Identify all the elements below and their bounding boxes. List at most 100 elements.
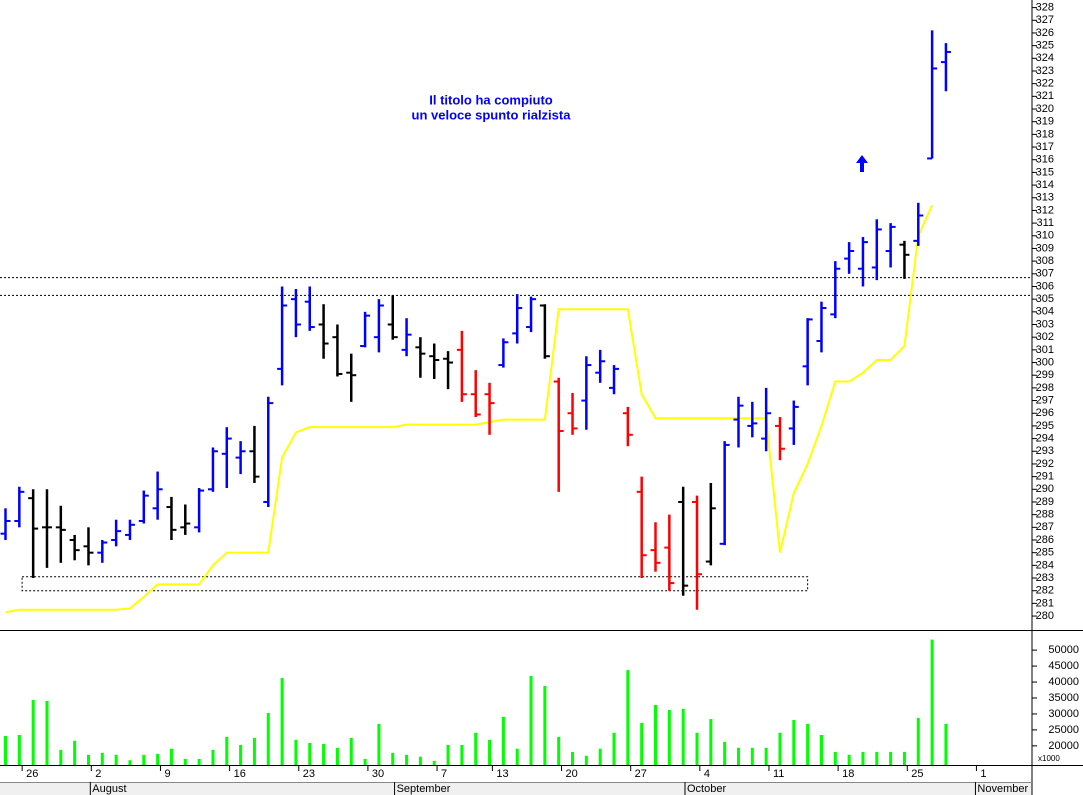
y-tick-label: 280 [1036, 610, 1054, 622]
x-tick-label: 11 [773, 768, 784, 780]
volume-bar [944, 723, 948, 765]
volume-bar [391, 752, 395, 765]
y-tick-label: 324 [1036, 52, 1054, 64]
volume-bar [764, 747, 768, 765]
y-tick-label: 292 [1036, 458, 1054, 470]
volume-bar [723, 741, 727, 765]
volume-bar [45, 700, 49, 765]
y-tick-label: 20000 [1048, 740, 1079, 752]
volume-bar [183, 758, 187, 765]
y-tick-label: 325 [1036, 40, 1054, 52]
stop-line [5, 204, 934, 614]
unit-label: x1000 [1038, 754, 1060, 763]
y-tick-label: 315 [1036, 166, 1054, 178]
y-tick-label: 298 [1036, 382, 1054, 394]
volume-bar [488, 739, 492, 765]
y-tick-label: 299 [1036, 369, 1054, 381]
y-tick-label: 283 [1036, 572, 1054, 584]
y-tick-label: 287 [1036, 521, 1054, 533]
support-box [21, 576, 809, 592]
y-tick-label: 322 [1036, 78, 1054, 90]
volume-bar [349, 737, 353, 765]
volume-bar [474, 732, 478, 765]
x-tick-label: 1 [980, 768, 986, 780]
y-tick-label: 309 [1036, 242, 1054, 254]
volume-bar [916, 717, 920, 765]
y-tick-label: 312 [1036, 204, 1054, 216]
volume-bar [557, 736, 561, 765]
volume-bar [667, 709, 671, 765]
x-tick-label: 26 [26, 768, 38, 780]
volume-bar [736, 747, 740, 765]
y-tick-label: 293 [1036, 445, 1054, 457]
x-tick-label: 20 [566, 768, 578, 780]
volume-bar [446, 744, 450, 765]
volume-bar [266, 712, 270, 765]
y-tick-label: 328 [1036, 2, 1054, 14]
y-tick-label: 297 [1036, 394, 1054, 406]
volume-bar [778, 732, 782, 765]
volume-bar [169, 748, 173, 765]
volume-bar [308, 742, 312, 765]
volume-bar [86, 754, 90, 765]
volume-bar [515, 748, 519, 765]
volume-bar [930, 639, 934, 765]
volume-bar [847, 754, 851, 765]
volume-bar [612, 732, 616, 765]
y-tick-label: 284 [1036, 559, 1054, 571]
x-tick-label: 30 [372, 768, 384, 780]
y-tick-label: 301 [1036, 344, 1054, 356]
y-tick-label: 300 [1036, 356, 1054, 368]
volume-bar [432, 760, 436, 765]
month-label: November [977, 783, 1028, 795]
y-tick-label: 316 [1036, 154, 1054, 166]
y-tick-label: 285 [1036, 547, 1054, 559]
annotation: un veloce spunto rialzista [412, 107, 572, 122]
volume-bar [73, 740, 77, 765]
y-tick-label: 307 [1036, 268, 1054, 280]
volume-bar [861, 751, 865, 765]
volume-bar [529, 675, 533, 765]
volume-bar [294, 739, 298, 765]
volume-bar [128, 760, 132, 765]
y-tick-label: 320 [1036, 103, 1054, 115]
y-tick-label: 310 [1036, 230, 1054, 242]
volume-bar [211, 749, 215, 765]
y-tick-label: 321 [1036, 90, 1054, 102]
volume-bar [17, 735, 21, 765]
y-tick-label: 282 [1036, 585, 1054, 597]
annotation: Il titolo ha compiuto [429, 92, 553, 107]
volume-bar [681, 708, 685, 765]
volume-bar [543, 686, 547, 765]
y-tick-label: 303 [1036, 318, 1054, 330]
month-strip [0, 782, 1032, 795]
volume-bar [239, 744, 243, 765]
volume-bar [280, 678, 284, 765]
y-tick-label: 45000 [1048, 660, 1079, 672]
y-tick-label: 288 [1036, 509, 1054, 521]
y-tick-label: 305 [1036, 293, 1054, 305]
y-tick-label: 314 [1036, 179, 1054, 191]
y-tick-label: 327 [1036, 14, 1054, 26]
volume-bar [819, 735, 823, 765]
volume-bar [59, 749, 63, 765]
volume-bar [806, 723, 810, 765]
x-tick-label: 25 [911, 768, 923, 780]
volume-bar [225, 736, 229, 765]
volume-bar [792, 720, 796, 765]
y-tick-label: 326 [1036, 27, 1054, 39]
x-tick-label: 9 [164, 768, 170, 780]
y-tick-label: 291 [1036, 471, 1054, 483]
x-tick-label: 13 [496, 768, 508, 780]
volume-bar [100, 752, 104, 765]
y-tick-label: 302 [1036, 331, 1054, 343]
volume-bar [418, 756, 422, 765]
month-label: October [687, 783, 726, 795]
y-tick-label: 306 [1036, 280, 1054, 292]
month-label: September [397, 783, 451, 795]
volume-bar [322, 743, 326, 765]
y-tick-label: 323 [1036, 65, 1054, 77]
volume-bar [501, 716, 505, 765]
